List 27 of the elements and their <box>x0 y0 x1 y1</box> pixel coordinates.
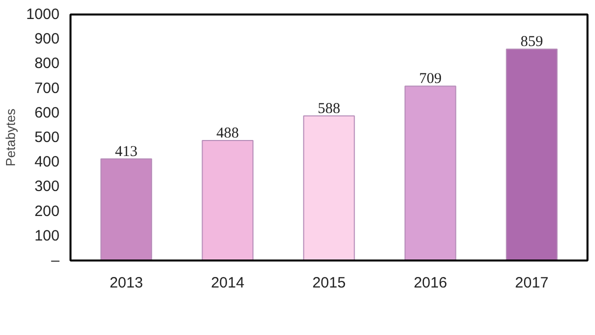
y-tick-label: 600 <box>34 104 60 122</box>
y-tick-label: 200 <box>34 202 60 220</box>
y-tick-label: 800 <box>34 55 60 72</box>
y-tick-label: 100 <box>34 227 60 244</box>
bar <box>100 158 152 260</box>
data-label: 588 <box>318 100 340 117</box>
x-tick-label: 2017 <box>515 274 548 292</box>
y-tick-label: 700 <box>34 80 60 97</box>
y-tick-label: 500 <box>34 129 60 146</box>
data-label: 413 <box>115 144 138 160</box>
x-tick-label: 2013 <box>110 274 143 292</box>
bar <box>303 115 355 260</box>
x-tick-label: 2014 <box>210 274 244 292</box>
x-tick-label: 2016 <box>414 274 448 292</box>
bar <box>404 86 456 260</box>
y-tick-label: – <box>51 252 60 269</box>
x-tick-label: 2015 <box>312 274 346 292</box>
y-tick-label: 900 <box>34 30 60 48</box>
data-label: 709 <box>419 71 442 88</box>
y-axis-title: Petabytes <box>3 108 18 166</box>
y-tick-label: 300 <box>34 178 60 196</box>
bar <box>506 48 558 260</box>
y-tick-label: 400 <box>34 154 60 171</box>
data-label: 488 <box>216 125 239 142</box>
data-label: 859 <box>520 34 543 50</box>
bar <box>202 140 254 260</box>
y-tick-label: 1000 <box>26 6 60 23</box>
